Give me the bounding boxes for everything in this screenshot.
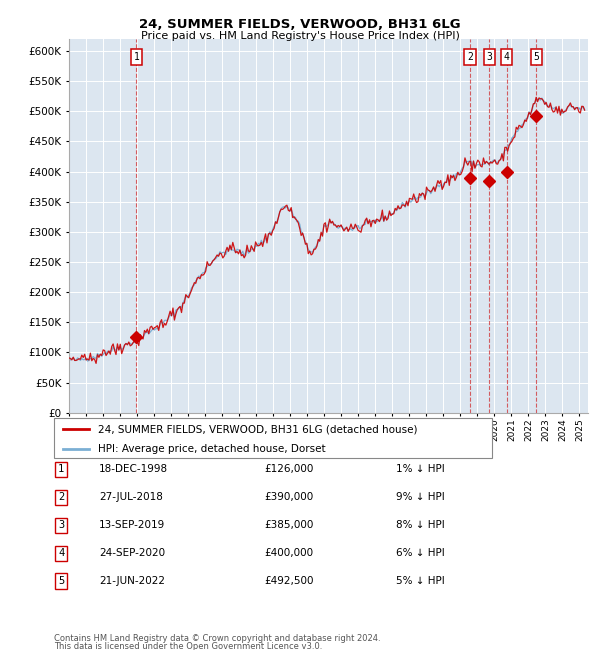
Text: £126,000: £126,000: [264, 464, 313, 474]
Text: 2: 2: [58, 492, 64, 502]
Text: HPI: Average price, detached house, Dorset: HPI: Average price, detached house, Dors…: [98, 445, 325, 454]
Text: 9% ↓ HPI: 9% ↓ HPI: [396, 492, 445, 502]
Text: £390,000: £390,000: [264, 492, 313, 502]
Text: 6% ↓ HPI: 6% ↓ HPI: [396, 548, 445, 558]
Text: 18-DEC-1998: 18-DEC-1998: [99, 464, 168, 474]
Text: 5: 5: [58, 576, 64, 586]
Text: 27-JUL-2018: 27-JUL-2018: [99, 492, 163, 502]
Text: 8% ↓ HPI: 8% ↓ HPI: [396, 520, 445, 530]
Text: 24-SEP-2020: 24-SEP-2020: [99, 548, 165, 558]
Text: 5: 5: [533, 52, 539, 62]
Text: 1: 1: [58, 464, 64, 474]
Text: 21-JUN-2022: 21-JUN-2022: [99, 576, 165, 586]
Text: 13-SEP-2019: 13-SEP-2019: [99, 520, 165, 530]
Text: Price paid vs. HM Land Registry's House Price Index (HPI): Price paid vs. HM Land Registry's House …: [140, 31, 460, 40]
Text: 4: 4: [504, 52, 510, 62]
Text: 24, SUMMER FIELDS, VERWOOD, BH31 6LG: 24, SUMMER FIELDS, VERWOOD, BH31 6LG: [139, 18, 461, 31]
Text: 1: 1: [133, 52, 139, 62]
Text: 4: 4: [58, 548, 64, 558]
Text: 1% ↓ HPI: 1% ↓ HPI: [396, 464, 445, 474]
Text: £492,500: £492,500: [264, 576, 314, 586]
FancyBboxPatch shape: [54, 418, 492, 458]
Text: This data is licensed under the Open Government Licence v3.0.: This data is licensed under the Open Gov…: [54, 642, 322, 650]
Text: 5% ↓ HPI: 5% ↓ HPI: [396, 576, 445, 586]
Text: £385,000: £385,000: [264, 520, 313, 530]
Text: 2: 2: [467, 52, 473, 62]
Text: Contains HM Land Registry data © Crown copyright and database right 2024.: Contains HM Land Registry data © Crown c…: [54, 634, 380, 643]
Text: 3: 3: [58, 520, 64, 530]
Text: 3: 3: [487, 52, 492, 62]
Text: £400,000: £400,000: [264, 548, 313, 558]
Text: 24, SUMMER FIELDS, VERWOOD, BH31 6LG (detached house): 24, SUMMER FIELDS, VERWOOD, BH31 6LG (de…: [98, 424, 418, 434]
